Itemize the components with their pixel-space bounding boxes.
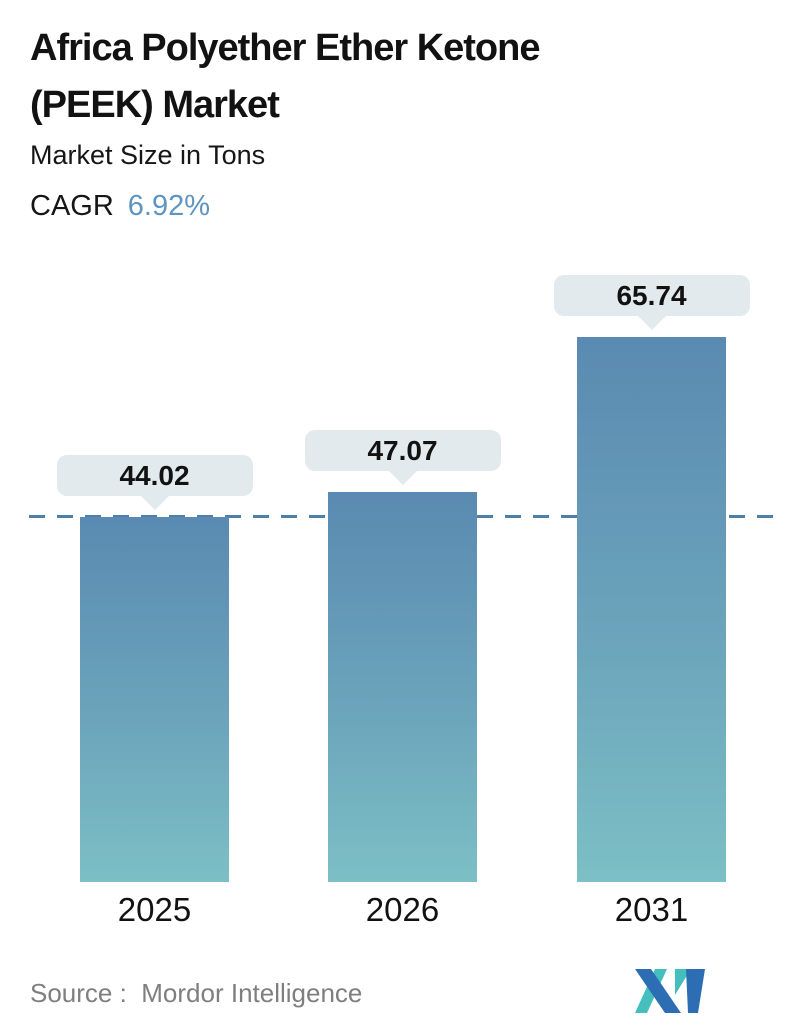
cagr-row: CAGR 6.92%: [30, 190, 210, 223]
value-callout: 44.02: [56, 455, 253, 496]
bar-group-2025: 44.02 2025: [56, 0, 253, 928]
category-label: 2031: [614, 891, 689, 928]
source-text: Source : Mordor Intelligence: [30, 978, 363, 1008]
category-label: 2025: [117, 891, 192, 928]
value-callout: 65.74: [553, 275, 750, 316]
bar: [80, 517, 229, 882]
bar-group-2026: 47.07 2026: [304, 0, 501, 928]
mordor-intelligence-logo: [635, 969, 705, 1013]
category-label: 2026: [365, 891, 440, 928]
cagr-value: 6.92%: [127, 190, 211, 222]
chart-title: Africa Polyether Ether Ketone (PEEK) Mar…: [30, 27, 540, 126]
bar: [577, 337, 726, 882]
cagr-label: CAGR: [30, 190, 114, 222]
value-callout: 47.07: [304, 430, 501, 471]
bar: [328, 492, 477, 882]
bar-group-2031: 65.74 2031: [553, 0, 750, 928]
chart-subtitle: Market Size in Tons: [30, 140, 266, 170]
